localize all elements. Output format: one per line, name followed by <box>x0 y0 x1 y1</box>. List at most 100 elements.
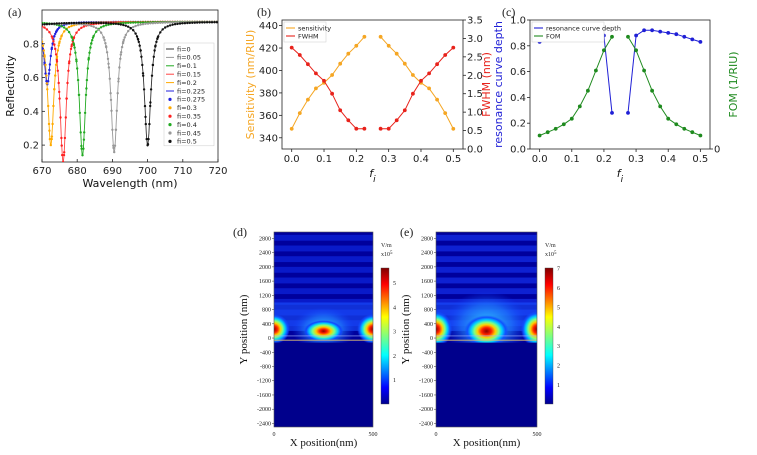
panel-b-frame <box>281 19 464 150</box>
panel-b-point <box>378 126 383 131</box>
panel-c-xtick-label: 0.1 <box>564 154 580 165</box>
panel-b-point <box>451 126 456 131</box>
panel-a-series-point <box>95 21 98 25</box>
panel-c-xtick-label: 0.0 <box>532 154 548 165</box>
panel-a-series-point <box>52 104 55 108</box>
panel-a-legend-label: fi=0.4 <box>177 121 197 129</box>
panel-a-series-point <box>99 26 103 29</box>
panel-a-series-point <box>129 26 132 30</box>
panel-b-ytick-right-label: 0.5 <box>467 126 483 137</box>
panel-b-point <box>354 43 359 48</box>
panel-a-series-point <box>62 30 66 33</box>
panel-b-point <box>451 45 456 50</box>
panel-b-point <box>411 73 415 77</box>
panel-e-colorbar-title: V/m <box>545 243 556 249</box>
panel-a-series-point <box>166 21 169 24</box>
panel-a-series-point <box>109 98 113 102</box>
panel-d-ytick-label: 1200 <box>259 293 271 299</box>
panel-e-colorbar <box>544 267 554 405</box>
panel-a-xtick-label: 700 <box>138 166 157 177</box>
panel-d-colorbar <box>380 267 390 405</box>
panel-b-ytick-left-label: 420 <box>259 44 278 55</box>
panel-a-series-point <box>97 21 100 25</box>
panel-a-series-point <box>122 38 126 42</box>
panel-d-ytick-label: -1600 <box>257 393 271 399</box>
panel-a-series-point <box>146 144 149 147</box>
panel-d-hotspot-right <box>357 314 373 345</box>
panel-d-colorbar-exponent: x105 <box>381 251 393 259</box>
panel-c-point <box>634 33 638 38</box>
panel-e-colorbar-tick: 5 <box>557 305 560 311</box>
panel-a-legend-label: fi=0.35 <box>177 113 201 121</box>
panel-a-series-point <box>135 35 139 38</box>
panel-a-series-point <box>102 21 105 25</box>
panel-b-ytick-left-label: 440 <box>259 21 278 32</box>
panel-b-point <box>338 61 343 66</box>
panel-a-series-point <box>127 29 130 33</box>
panel-a-series-point <box>171 21 174 24</box>
panel-b-ytick-right-label: 3.0 <box>467 34 483 45</box>
panel-a-series-point <box>54 74 57 77</box>
panel-a-legend-swatch <box>168 123 172 127</box>
panel-a-series-point <box>47 122 51 126</box>
panel-d-colorbar-tick: 4 <box>393 305 396 311</box>
panel-a-series-point <box>159 21 162 24</box>
panel-a-series-point <box>136 24 140 27</box>
panel-a-series-point <box>60 144 63 147</box>
panel-e-colorbar-tick: 7 <box>557 267 560 273</box>
panel-a-series-point <box>119 23 123 26</box>
panel-a-series-point <box>85 21 88 24</box>
panel-a-series-point <box>77 28 81 31</box>
panel-c-frame <box>529 19 711 150</box>
panel-b-point <box>289 126 294 131</box>
panel-a-series-point <box>72 21 76 25</box>
panel-a-legend-label: fi=0.3 <box>177 104 197 112</box>
panel-b-series-line <box>291 47 365 130</box>
panel-a-series-point <box>168 21 172 24</box>
panel-e-ylabel: Y position (nm) <box>400 294 412 364</box>
panel-a-series-point <box>60 22 63 25</box>
panel-b-series-line <box>291 36 365 130</box>
panel-a-series-point <box>109 92 112 95</box>
panel-d-band <box>274 245 373 252</box>
panel-d-label: (d) <box>233 225 247 239</box>
panel-a-series-point <box>213 21 216 24</box>
panel-a-xlabel: Wavelength (nm) <box>82 177 177 190</box>
panel-a-series-point <box>55 60 59 63</box>
panel-d-xlabel: X position(nm) <box>290 437 358 449</box>
panel-a-series-point <box>42 40 44 43</box>
panel-d-band <box>274 298 373 305</box>
panel-a-series-point <box>110 109 113 113</box>
panel-c-xtick-label: 0.3 <box>628 154 644 165</box>
panel-e-ytick-label: -1200 <box>419 379 433 385</box>
panel-c-point <box>594 68 598 73</box>
panel-d-ytick-label: -400 <box>260 350 271 356</box>
panel-a-legend-label: fi=0.225 <box>177 87 205 95</box>
panel-e-ytick-label: 0 <box>430 336 433 342</box>
panel-b-point <box>338 108 343 113</box>
panel-e-band <box>436 245 537 252</box>
panel-b-ytick-right-label: 1.5 <box>467 89 483 100</box>
panel-a-legend-label: fi=0.5 <box>177 138 197 146</box>
panel-a-series-point <box>145 137 148 141</box>
panel-e-ytick-label: 1600 <box>421 279 433 285</box>
panel-a-series-point <box>59 116 62 119</box>
panel-a-series-point <box>83 111 87 115</box>
panel-b-point <box>354 126 359 131</box>
panel-d-substrate <box>274 342 373 427</box>
panel-a-series-point <box>88 51 91 54</box>
panel-a-legend-label: fi=0.1 <box>177 62 197 70</box>
panel-b-series-line <box>380 47 454 130</box>
panel-a-series-point <box>113 150 116 154</box>
panel-a-series-point <box>82 21 86 24</box>
panel-a-curves <box>42 20 218 162</box>
panel-a-series-point <box>144 115 147 119</box>
panel-a-series-point <box>188 21 191 25</box>
panel-a-series-point <box>54 47 57 51</box>
panel-d-ylabel: Y position (nm) <box>238 294 250 364</box>
panel-a-xtick-label: 680 <box>68 166 87 177</box>
panel-a-series-point <box>119 53 123 56</box>
panel-a-series-point <box>50 35 54 38</box>
panel-d-ytick-label: -2000 <box>257 407 271 413</box>
panel-b-ytick-right-label: 1.0 <box>467 108 483 119</box>
